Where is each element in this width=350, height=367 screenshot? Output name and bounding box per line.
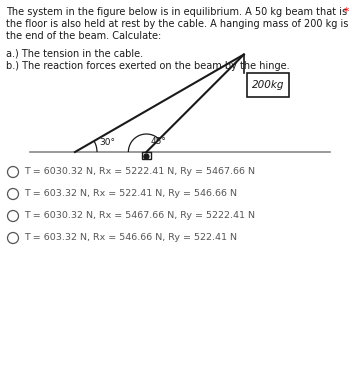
Circle shape <box>144 154 149 159</box>
Text: T = 6030.32 N, Rx = 5467.66 N, Ry = 5222.41 N: T = 6030.32 N, Rx = 5467.66 N, Ry = 5222… <box>24 211 255 221</box>
Text: 45°: 45° <box>150 137 166 146</box>
Text: T = 6030.32 N, Rx = 5222.41 N, Ry = 5467.66 N: T = 6030.32 N, Rx = 5222.41 N, Ry = 5467… <box>24 167 255 177</box>
Text: *: * <box>344 7 350 17</box>
Circle shape <box>7 167 19 178</box>
Text: the end of the beam. Calculate:: the end of the beam. Calculate: <box>6 31 161 41</box>
Bar <box>247 73 289 97</box>
Circle shape <box>7 211 19 222</box>
Circle shape <box>7 189 19 200</box>
Circle shape <box>7 233 19 243</box>
Bar <box>142 152 151 159</box>
Text: a.) The tension in the cable.: a.) The tension in the cable. <box>6 49 143 59</box>
Text: The system in the figure below is in equilibrium. A 50 kg beam that is hinged on: The system in the figure below is in equ… <box>6 7 350 17</box>
Text: 200kg: 200kg <box>252 80 284 90</box>
Text: b.) The reaction forces exerted on the beam by the hinge.: b.) The reaction forces exerted on the b… <box>6 61 290 71</box>
Text: the floor is also held at rest by the cable. A hanging mass of 200 kg is placed : the floor is also held at rest by the ca… <box>6 19 350 29</box>
Text: T = 603.32 N, Rx = 546.66 N, Ry = 522.41 N: T = 603.32 N, Rx = 546.66 N, Ry = 522.41… <box>24 233 237 243</box>
Text: 30°: 30° <box>99 138 115 147</box>
Text: T = 603.32 N, Rx = 522.41 N, Ry = 546.66 N: T = 603.32 N, Rx = 522.41 N, Ry = 546.66… <box>24 189 237 199</box>
